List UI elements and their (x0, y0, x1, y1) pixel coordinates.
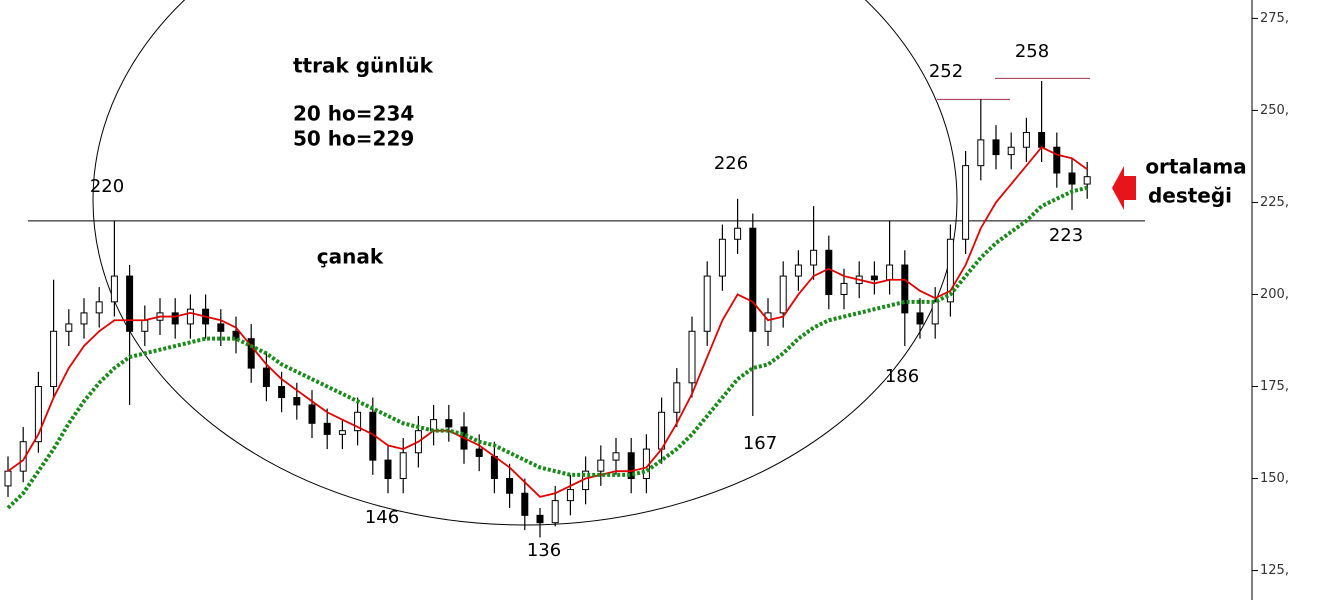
candle-body (4, 470, 12, 487)
y-tick-label: 200, (1260, 287, 1289, 302)
candle-body (80, 312, 88, 325)
candle-body (384, 459, 392, 480)
candle-body (232, 330, 240, 340)
candle-body (551, 500, 559, 524)
chart-title: ttrak günlük (293, 54, 434, 78)
candle-body (186, 308, 194, 325)
y-tick-label: 175, (1260, 379, 1289, 394)
candle-body (521, 492, 529, 516)
candle-body (141, 319, 149, 332)
note: 20 ho=234 (293, 102, 414, 126)
candle-body (1053, 146, 1061, 174)
annotation: 167 (743, 433, 777, 454)
candle-body (962, 165, 970, 240)
y-tick-label: 125, (1260, 563, 1289, 578)
y-tick-label: 150, (1260, 471, 1289, 486)
candle-body (1038, 132, 1046, 148)
candle-body (171, 312, 179, 325)
candle-body (262, 367, 270, 388)
annotation: ortalama (1145, 155, 1246, 179)
candle-body (688, 330, 696, 384)
candle-body (916, 312, 924, 325)
candle-body (566, 489, 574, 502)
candle-body (536, 514, 544, 524)
candle-body (247, 338, 255, 369)
candle-body (506, 478, 514, 494)
candle-body (65, 323, 73, 332)
candle-body (703, 275, 711, 332)
moving-average-line (7, 146, 1088, 498)
candle-body (1007, 146, 1015, 156)
candle-body (840, 282, 848, 295)
annotation: desteği (1148, 184, 1232, 208)
y-tick-label: 250, (1260, 103, 1289, 118)
note: 50 ho=229 (293, 127, 414, 151)
plot: 125, 150, 175, 200, 225, 250, 275, (4, 11, 1289, 578)
candle-body (338, 430, 346, 435)
candle-body (34, 386, 42, 443)
candle-body (126, 275, 134, 332)
candle-body (445, 419, 453, 428)
candle-body (946, 238, 954, 303)
candle-body (931, 301, 939, 325)
candle-body (992, 139, 1000, 156)
annotation: 252 (929, 61, 963, 82)
annotation: 146 (365, 507, 399, 528)
candle-body (1068, 172, 1076, 185)
candle-body (217, 323, 225, 332)
y-tick-label: 275, (1260, 11, 1289, 26)
candle-body (718, 238, 726, 277)
annotation: çanak (317, 245, 384, 269)
annotation: 223 (1049, 225, 1083, 246)
candle-body (658, 411, 666, 450)
candle-body (794, 264, 802, 277)
candle-body (779, 275, 787, 314)
candle-body (825, 249, 833, 295)
y-tick-label: 225, (1260, 195, 1289, 210)
annotation: 226 (714, 153, 748, 174)
candle-body (399, 452, 407, 480)
candle-body (490, 455, 498, 480)
candle-body (901, 264, 909, 314)
candle-body (293, 397, 301, 406)
candle-body (308, 404, 316, 424)
candle-body (673, 382, 681, 413)
annotation: 220 (90, 176, 124, 197)
candle-body (612, 452, 620, 461)
candle-body (977, 139, 985, 167)
candle-body (597, 459, 605, 472)
candle-body (764, 312, 772, 332)
annotation: 136 (527, 540, 561, 561)
candle-body (110, 275, 118, 303)
candle-body (50, 330, 58, 388)
annotation: 258 (1015, 41, 1049, 62)
candle-body (810, 249, 818, 266)
candle-body (749, 227, 757, 332)
candle-body (1083, 176, 1091, 185)
moving-average-line (6, 185, 1088, 510)
arrow (1112, 166, 1136, 210)
candle-body (278, 386, 286, 399)
candle-body (95, 301, 103, 314)
candle-body (475, 448, 483, 457)
candle-body (734, 227, 742, 240)
candle-body (886, 264, 894, 281)
candle-body (870, 275, 878, 281)
candle-body (627, 452, 635, 480)
annotation: 186 (885, 366, 919, 387)
candle-body (354, 411, 362, 432)
candle-body (323, 422, 331, 435)
candle-body (1022, 132, 1030, 148)
